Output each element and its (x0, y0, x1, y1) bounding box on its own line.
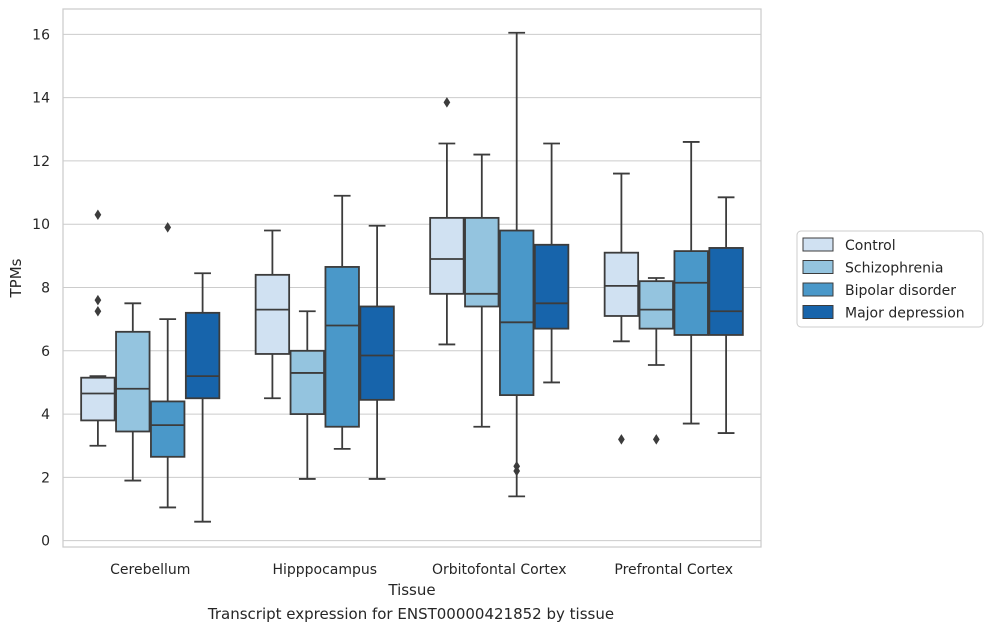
box-1-1 (289, 310, 325, 480)
box-1-0 (254, 229, 291, 400)
box-body (359, 305, 395, 401)
box-3-1 (638, 277, 674, 445)
x-tick-label-0: Cerebellum (110, 562, 190, 578)
outlier-point (513, 461, 521, 472)
boxes (80, 31, 744, 523)
box-0-3 (184, 272, 221, 523)
box-3-3 (708, 196, 744, 434)
y-tick-label-8: 8 (41, 280, 50, 296)
plot-frame (62, 8, 762, 548)
legend-swatch (802, 260, 834, 274)
legend-item-1: Schizophrenia (802, 260, 943, 277)
box-body (638, 280, 674, 330)
outlier-point (164, 222, 172, 233)
legend-swatch (802, 282, 834, 297)
box-body (429, 216, 465, 295)
y-axis-label: TPMs (7, 258, 25, 298)
box-1-2 (324, 194, 360, 450)
box-body (115, 330, 151, 433)
box-body (673, 250, 709, 336)
legend-item-3: Major depression (802, 305, 965, 322)
box-2-1 (464, 153, 500, 428)
box-1-3 (359, 224, 395, 480)
legend: Control Schizophrenia Bipolar disorder Majo… (796, 230, 984, 328)
y-tick-label-2: 2 (41, 470, 50, 486)
box-body (499, 229, 535, 396)
y-tick-label-0: 0 (41, 534, 50, 550)
figure-caption: Transcript expression for ENST0000042185… (207, 605, 615, 623)
legend-label: Control (845, 238, 896, 254)
legend-label: Major depression (845, 306, 965, 322)
box-2-2 (499, 31, 535, 498)
box-body (464, 216, 500, 308)
box-0-0 (80, 209, 116, 447)
box-body (150, 400, 186, 458)
box-body (184, 311, 221, 400)
box-body (289, 349, 325, 415)
x-tick-label-2: Orbitofontal Cortex (432, 562, 567, 578)
outlier-point (618, 434, 625, 445)
y-tick-label-4: 4 (41, 407, 50, 423)
legend-frame (796, 230, 984, 328)
outlier-point (94, 209, 102, 220)
box-3-0 (603, 172, 640, 445)
legend-item-2: Bipolar disorder (802, 282, 956, 299)
y-tick-label-14: 14 (32, 91, 50, 107)
y-tick-label-12: 12 (32, 154, 50, 170)
legend-swatch (802, 237, 834, 252)
y-tick-label-10: 10 (32, 217, 50, 233)
legend-item-0: Control (802, 237, 896, 254)
x-axis-ticks: Cerebellum Hipppocampus Orbitofontal Corte… (110, 562, 733, 578)
box-0-1 (115, 302, 151, 482)
x-tick-label-1: Hipppocampus (272, 562, 377, 578)
box-body (80, 376, 116, 422)
box-2-0 (429, 97, 465, 346)
y-axis-ticks: 0 2 4 6 8 10 12 14 16 (32, 27, 50, 549)
box-2-3 (533, 142, 570, 384)
outlier-point (443, 97, 451, 108)
box-body (324, 266, 360, 428)
x-tick-label-3: Prefrontal Cortex (614, 562, 733, 578)
x-axis-label: Tissue (387, 581, 435, 599)
legend-label: Schizophrenia (845, 261, 943, 277)
legend-swatch (802, 305, 834, 319)
outlier-point (652, 434, 660, 445)
box-body (603, 251, 640, 317)
legend-label: Bipolar disorder (845, 283, 956, 299)
box-body (533, 243, 570, 330)
box-3-2 (673, 141, 709, 425)
y-tick-label-16: 16 (32, 27, 50, 43)
box-body (708, 247, 744, 336)
box-body (254, 273, 291, 355)
y-tick-label-6: 6 (41, 344, 50, 360)
outlier-point (94, 305, 102, 317)
box-0-2 (150, 222, 186, 509)
outlier-point (94, 294, 102, 306)
